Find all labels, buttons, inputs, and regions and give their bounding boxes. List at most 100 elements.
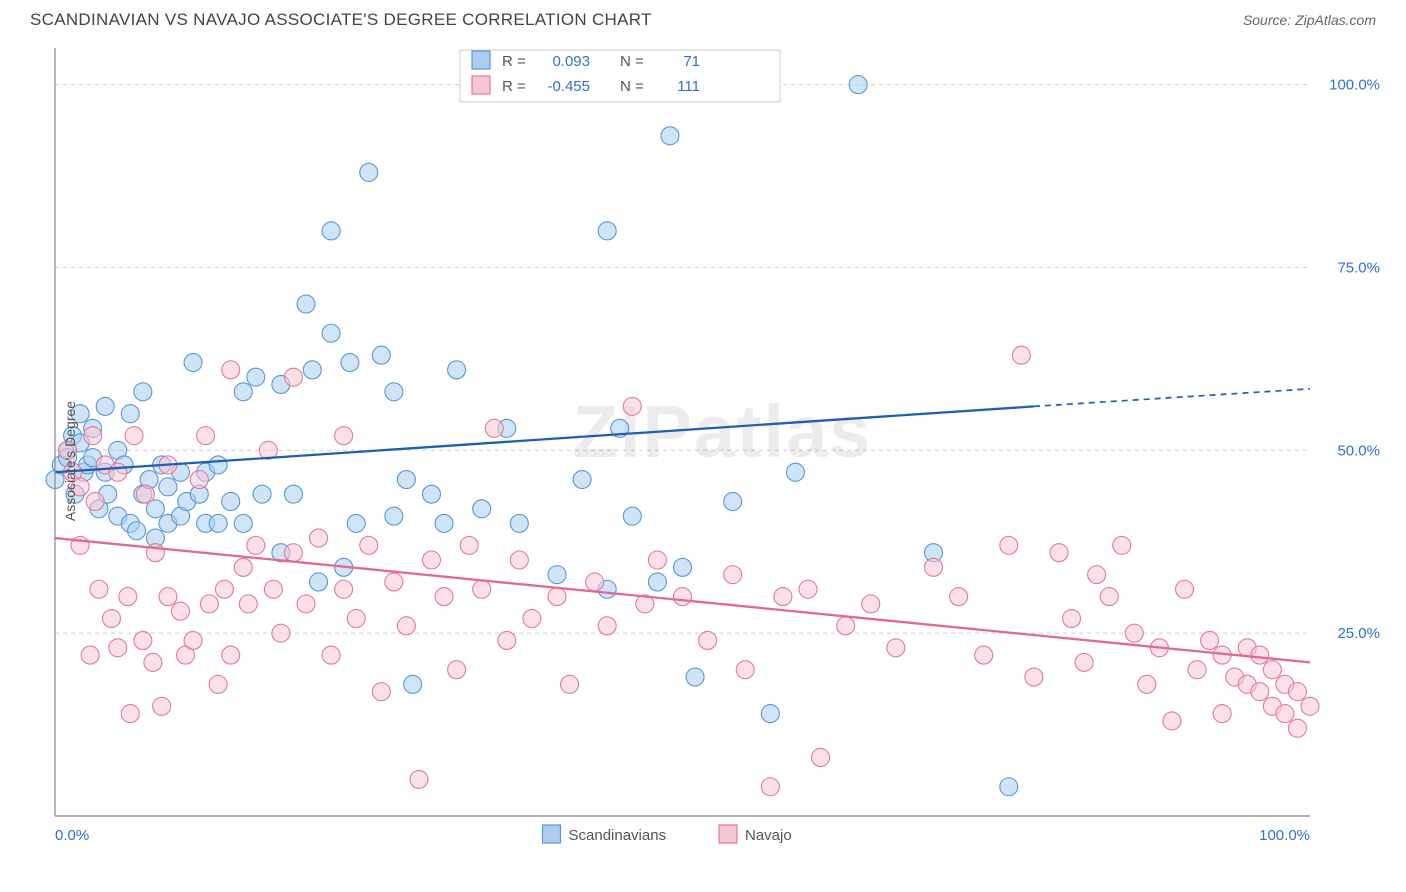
data-point bbox=[623, 397, 641, 415]
data-point bbox=[84, 427, 102, 445]
data-point bbox=[1113, 536, 1131, 554]
data-point bbox=[347, 610, 365, 628]
data-point bbox=[86, 492, 104, 510]
data-point bbox=[473, 580, 491, 598]
data-point bbox=[686, 668, 704, 686]
data-point bbox=[473, 500, 491, 518]
data-point bbox=[1301, 697, 1319, 715]
data-point bbox=[1176, 580, 1194, 598]
data-point bbox=[159, 478, 177, 496]
data-point bbox=[284, 485, 302, 503]
stats-swatch bbox=[472, 76, 490, 94]
data-point bbox=[372, 683, 390, 701]
data-point bbox=[209, 675, 227, 693]
data-point bbox=[209, 456, 227, 474]
data-point bbox=[322, 646, 340, 664]
data-point bbox=[297, 595, 315, 613]
data-point bbox=[1075, 653, 1093, 671]
data-point bbox=[648, 551, 666, 569]
data-point bbox=[460, 536, 478, 554]
legend-label: Navajo bbox=[745, 827, 792, 844]
data-point bbox=[310, 573, 328, 591]
y-tick-label: 50.0% bbox=[1337, 442, 1380, 459]
data-point bbox=[837, 617, 855, 635]
stats-n-label: N = bbox=[620, 53, 644, 70]
data-point bbox=[297, 295, 315, 313]
stats-r-value: 0.093 bbox=[552, 53, 590, 70]
data-point bbox=[184, 631, 202, 649]
data-point bbox=[1000, 536, 1018, 554]
data-point bbox=[435, 514, 453, 532]
data-point bbox=[623, 507, 641, 525]
data-point bbox=[774, 588, 792, 606]
data-point bbox=[950, 588, 968, 606]
data-point bbox=[310, 529, 328, 547]
data-point bbox=[975, 646, 993, 664]
data-point bbox=[1276, 705, 1294, 723]
data-point bbox=[849, 76, 867, 94]
data-point bbox=[812, 748, 830, 766]
data-point bbox=[761, 778, 779, 796]
data-point bbox=[1000, 778, 1018, 796]
data-point bbox=[136, 485, 154, 503]
data-point bbox=[699, 631, 717, 649]
data-point bbox=[335, 427, 353, 445]
y-axis-label: Associate's Degree bbox=[62, 401, 78, 521]
data-point bbox=[598, 222, 616, 240]
data-point bbox=[234, 383, 252, 401]
data-point bbox=[125, 427, 143, 445]
data-point bbox=[322, 324, 340, 342]
data-point bbox=[1012, 346, 1030, 364]
data-point bbox=[648, 573, 666, 591]
data-point bbox=[209, 514, 227, 532]
data-point bbox=[234, 514, 252, 532]
data-point bbox=[510, 551, 528, 569]
data-point bbox=[153, 697, 171, 715]
data-point bbox=[1100, 588, 1118, 606]
data-point bbox=[341, 354, 359, 372]
data-point bbox=[423, 551, 441, 569]
data-point bbox=[347, 514, 365, 532]
data-point bbox=[159, 588, 177, 606]
data-point bbox=[1213, 705, 1231, 723]
data-point bbox=[586, 573, 604, 591]
data-point bbox=[272, 624, 290, 642]
data-point bbox=[448, 661, 466, 679]
data-point bbox=[548, 566, 566, 584]
data-point bbox=[1125, 624, 1143, 642]
data-point bbox=[561, 675, 579, 693]
stats-n-value: 111 bbox=[677, 78, 700, 95]
data-point bbox=[222, 492, 240, 510]
data-point bbox=[335, 580, 353, 598]
y-tick-label: 25.0% bbox=[1337, 625, 1380, 642]
data-point bbox=[385, 507, 403, 525]
data-point bbox=[548, 588, 566, 606]
data-point bbox=[128, 522, 146, 540]
data-point bbox=[102, 610, 120, 628]
data-point bbox=[410, 770, 428, 788]
stats-swatch bbox=[472, 51, 490, 69]
legend-swatch bbox=[719, 825, 737, 843]
data-point bbox=[1288, 683, 1306, 701]
data-point bbox=[925, 558, 943, 576]
data-point bbox=[1263, 661, 1281, 679]
data-point bbox=[200, 595, 218, 613]
data-point bbox=[119, 588, 137, 606]
data-point bbox=[510, 514, 528, 532]
source-attribution: Source: ZipAtlas.com bbox=[1243, 12, 1376, 28]
data-point bbox=[724, 566, 742, 584]
data-point bbox=[322, 222, 340, 240]
data-point bbox=[799, 580, 817, 598]
y-tick-label: 100.0% bbox=[1329, 77, 1380, 94]
data-point bbox=[190, 471, 208, 489]
trend-line-extrapolated bbox=[1034, 389, 1310, 407]
x-tick-label: 0.0% bbox=[55, 827, 89, 844]
y-tick-label: 75.0% bbox=[1337, 259, 1380, 276]
stats-r-label: R = bbox=[502, 53, 526, 70]
data-point bbox=[674, 558, 692, 576]
data-point bbox=[222, 646, 240, 664]
data-point bbox=[448, 361, 466, 379]
data-point bbox=[887, 639, 905, 657]
stats-n-label: N = bbox=[620, 78, 644, 95]
stats-r-value: -0.455 bbox=[547, 78, 590, 95]
